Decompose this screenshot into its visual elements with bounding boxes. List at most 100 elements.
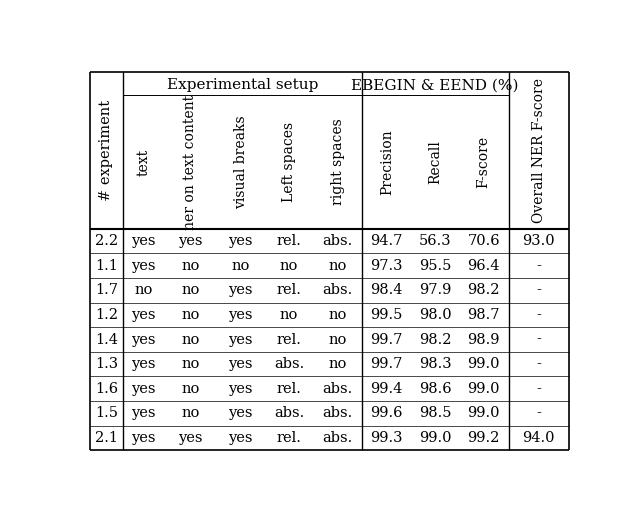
Text: 1.3: 1.3 — [95, 357, 118, 371]
Text: rel.: rel. — [276, 333, 301, 346]
Text: 98.7: 98.7 — [467, 308, 500, 322]
Text: no: no — [232, 259, 250, 273]
Text: right spaces: right spaces — [330, 119, 344, 206]
Text: 99.0: 99.0 — [419, 431, 451, 445]
Text: 2.1: 2.1 — [95, 431, 118, 445]
Text: yes: yes — [131, 308, 156, 322]
Text: no: no — [181, 333, 200, 346]
Text: -: - — [536, 407, 541, 420]
Text: -: - — [536, 308, 541, 322]
Text: yes: yes — [131, 259, 156, 273]
Text: no: no — [280, 308, 298, 322]
Text: yes: yes — [131, 357, 156, 371]
Text: 94.7: 94.7 — [371, 234, 403, 248]
Text: 99.4: 99.4 — [371, 382, 403, 396]
Text: 1.5: 1.5 — [95, 407, 118, 420]
Text: yes: yes — [131, 234, 156, 248]
Text: no: no — [181, 357, 200, 371]
Text: Overall NER F-score: Overall NER F-score — [532, 78, 546, 223]
Text: no: no — [181, 382, 200, 396]
Text: -: - — [536, 283, 541, 297]
Text: 98.0: 98.0 — [419, 308, 452, 322]
Text: abs.: abs. — [323, 382, 353, 396]
Text: ner on text content: ner on text content — [183, 95, 197, 230]
Text: F-score: F-score — [477, 136, 491, 188]
Text: 1.2: 1.2 — [95, 308, 118, 322]
Text: 70.6: 70.6 — [467, 234, 500, 248]
Text: no: no — [328, 308, 347, 322]
Text: 98.6: 98.6 — [419, 382, 452, 396]
Text: no: no — [181, 407, 200, 420]
Text: yes: yes — [228, 333, 253, 346]
Text: yes: yes — [178, 234, 202, 248]
Text: no: no — [181, 308, 200, 322]
Text: abs.: abs. — [274, 357, 304, 371]
Text: yes: yes — [228, 407, 253, 420]
Text: visual breaks: visual breaks — [234, 115, 248, 209]
Text: Recall: Recall — [428, 140, 442, 184]
Text: yes: yes — [131, 333, 156, 346]
Text: no: no — [328, 357, 347, 371]
Text: 99.7: 99.7 — [371, 357, 403, 371]
Text: Experimental setup: Experimental setup — [166, 79, 318, 93]
Text: 99.0: 99.0 — [467, 407, 500, 420]
Text: no: no — [181, 259, 200, 273]
Text: no: no — [328, 259, 347, 273]
Text: 98.5: 98.5 — [419, 407, 451, 420]
Text: yes: yes — [228, 382, 253, 396]
Text: yes: yes — [131, 407, 156, 420]
Text: 98.2: 98.2 — [467, 283, 500, 297]
Text: 98.4: 98.4 — [371, 283, 403, 297]
Text: 99.5: 99.5 — [371, 308, 403, 322]
Text: abs.: abs. — [323, 283, 353, 297]
Text: 99.6: 99.6 — [371, 407, 403, 420]
Text: 94.0: 94.0 — [522, 431, 555, 445]
Text: abs.: abs. — [274, 407, 304, 420]
Text: 97.3: 97.3 — [371, 259, 403, 273]
Text: 98.2: 98.2 — [419, 333, 451, 346]
Text: rel.: rel. — [276, 431, 301, 445]
Text: yes: yes — [228, 357, 253, 371]
Text: 99.2: 99.2 — [467, 431, 500, 445]
Text: yes: yes — [131, 431, 156, 445]
Text: 99.7: 99.7 — [371, 333, 403, 346]
Text: Left spaces: Left spaces — [282, 122, 296, 202]
Text: yes: yes — [228, 234, 253, 248]
Text: yes: yes — [228, 283, 253, 297]
Text: no: no — [181, 283, 200, 297]
Text: 99.0: 99.0 — [467, 382, 500, 396]
Text: rel.: rel. — [276, 283, 301, 297]
Text: -: - — [536, 333, 541, 346]
Text: 96.4: 96.4 — [467, 259, 500, 273]
Text: yes: yes — [178, 431, 202, 445]
Text: 2.2: 2.2 — [95, 234, 118, 248]
Text: 95.5: 95.5 — [419, 259, 451, 273]
Text: abs.: abs. — [323, 234, 353, 248]
Text: 99.3: 99.3 — [371, 431, 403, 445]
Text: no: no — [280, 259, 298, 273]
Text: 1.1: 1.1 — [95, 259, 118, 273]
Text: no: no — [328, 333, 347, 346]
Text: 1.6: 1.6 — [95, 382, 118, 396]
Text: 97.9: 97.9 — [419, 283, 451, 297]
Text: abs.: abs. — [323, 407, 353, 420]
Text: text: text — [136, 149, 150, 176]
Text: -: - — [536, 382, 541, 396]
Text: yes: yes — [228, 308, 253, 322]
Text: -: - — [536, 357, 541, 371]
Text: Precision: Precision — [380, 130, 394, 195]
Text: no: no — [134, 283, 153, 297]
Text: 1.7: 1.7 — [95, 283, 118, 297]
Text: 98.3: 98.3 — [419, 357, 452, 371]
Text: rel.: rel. — [276, 234, 301, 248]
Text: -: - — [536, 259, 541, 273]
Text: 93.0: 93.0 — [522, 234, 555, 248]
Text: 1.4: 1.4 — [95, 333, 118, 346]
Text: abs.: abs. — [323, 431, 353, 445]
Text: yes: yes — [228, 431, 253, 445]
Text: 56.3: 56.3 — [419, 234, 452, 248]
Text: 98.9: 98.9 — [467, 333, 500, 346]
Text: EBEGIN & EEND (%): EBEGIN & EEND (%) — [351, 79, 519, 93]
Text: yes: yes — [131, 382, 156, 396]
Text: rel.: rel. — [276, 382, 301, 396]
